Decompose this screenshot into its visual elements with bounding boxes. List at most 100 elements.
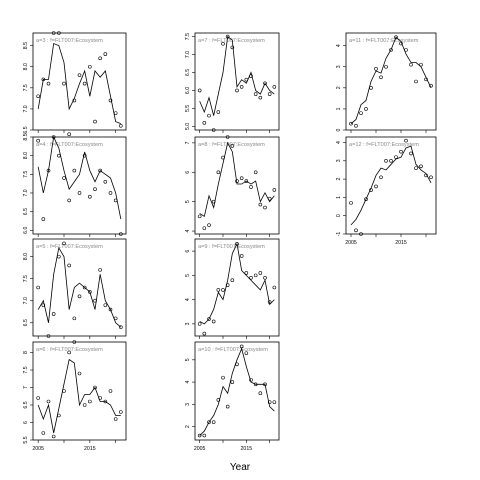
observed-point [384, 64, 388, 69]
observed-point [249, 275, 253, 280]
chart-panel-5: a=8 : f=FLT007:Ecosystem 4 5 6 7 [185, 135, 280, 237]
observed-point [239, 85, 244, 89]
observed-point [77, 371, 82, 376]
y-tick-label: 2 [336, 86, 342, 89]
observed-point [57, 153, 61, 158]
x-tick-label: 2005 [32, 446, 44, 452]
observed-point [77, 73, 82, 77]
observed-point [253, 92, 258, 96]
observed-point [394, 35, 398, 40]
y-tick-label: 8.0 [23, 152, 29, 159]
observed-point [379, 75, 383, 80]
y-tick-label: 4 [185, 230, 191, 233]
panel-header-label: a=5 : f=FLT007:Ecosystem [36, 244, 103, 250]
observed-point [62, 241, 66, 246]
observed-point [419, 164, 423, 169]
observed-point [230, 278, 235, 283]
panel-header-label: a=8 : f=FLT007:Ecosystem [198, 142, 265, 148]
observed-point [359, 232, 363, 236]
observed-point [263, 382, 267, 387]
observed-point [82, 285, 87, 290]
observed-point [98, 56, 102, 61]
observed-point [409, 62, 413, 67]
y-tick-label: 7 [23, 386, 29, 389]
y-tick-label: 2 [336, 178, 342, 181]
observed-point [202, 433, 207, 438]
observed-point [62, 176, 66, 180]
observed-point [216, 288, 221, 292]
observed-point [108, 389, 113, 393]
observed-point [103, 303, 108, 307]
observed-point [384, 158, 388, 163]
panel-frame [32, 136, 127, 235]
observed-point [113, 111, 118, 115]
panel-frame [345, 32, 437, 131]
observed-point [272, 400, 277, 404]
observed-point [82, 403, 87, 407]
observed-point [41, 77, 46, 82]
y-tick-label: 1 [336, 107, 342, 110]
observed-point [119, 410, 123, 414]
fitted-line [37, 246, 122, 328]
observed-point [103, 52, 108, 56]
x-tick-label: 2015 [241, 446, 253, 452]
fitted-line [199, 242, 275, 325]
y-tick-label: 6.5 [23, 319, 29, 326]
panel-frame [194, 341, 280, 441]
observed-point [113, 417, 118, 421]
observed-point [253, 273, 258, 278]
observed-point [202, 121, 207, 125]
chart-panel-9: a=6 : f=FLT007:Ecosystem 5.5 6 6.5 7 7.5 8 2005… [23, 340, 127, 452]
observed-point [36, 285, 40, 290]
panel-header-label: a=3 : f=FLT007:Ecosystem [36, 38, 103, 44]
observed-point [77, 191, 82, 195]
observed-point [46, 334, 51, 338]
observed-point [93, 298, 97, 303]
observed-point [225, 404, 230, 409]
observed-point [51, 434, 56, 439]
y-tick-label: 5 [185, 200, 191, 203]
y-tick-label: 6 [23, 421, 29, 424]
y-tick-label: 2 [185, 425, 191, 428]
observed-point [51, 312, 56, 316]
observed-point [51, 135, 56, 139]
observed-point [88, 64, 92, 69]
observed-point [119, 232, 123, 236]
observed-point [230, 45, 235, 50]
observed-point [197, 88, 202, 93]
chart-panel-2: a=7 : f=FLT007:Ecosystem 5.0 5.5 6.0 6.5 7.0 7… [185, 32, 280, 133]
y-tick-label: 6.5 [23, 126, 29, 133]
observed-point [253, 382, 258, 387]
observed-point [249, 185, 253, 189]
y-tick-label: 1 [336, 196, 342, 199]
x-tick-label: 2015 [395, 240, 407, 246]
y-tick-label: 4 [185, 298, 191, 301]
observed-point [424, 173, 428, 178]
y-tick-label: 7 [185, 141, 191, 144]
chart-panel-6: a=12 : f=FLT007:Ecosystem -1 0 1 2 3 4 2005 2015 [336, 136, 437, 246]
fitted-line [37, 358, 121, 434]
y-tick-label: 6.0 [185, 87, 191, 94]
observed-point [389, 158, 393, 163]
observed-point [93, 385, 97, 390]
observed-point [230, 380, 235, 384]
observed-point [239, 344, 244, 349]
observed-point [249, 378, 253, 382]
observed-point [354, 123, 358, 128]
observed-point [41, 303, 46, 307]
observed-point [263, 205, 267, 210]
x-axis-label: Year [230, 462, 251, 473]
observed-point [267, 92, 272, 96]
observed-point [211, 319, 216, 324]
observed-point [225, 283, 230, 287]
observed-point [258, 95, 263, 100]
observed-point [211, 128, 216, 132]
observed-point [216, 398, 221, 402]
x-tick-label: 2005 [345, 240, 357, 246]
y-tick-label: 5.5 [185, 105, 191, 112]
observed-point [103, 179, 108, 184]
observed-point [399, 41, 403, 46]
observed-point [197, 322, 202, 326]
observed-point [244, 351, 249, 355]
observed-point [211, 199, 216, 204]
